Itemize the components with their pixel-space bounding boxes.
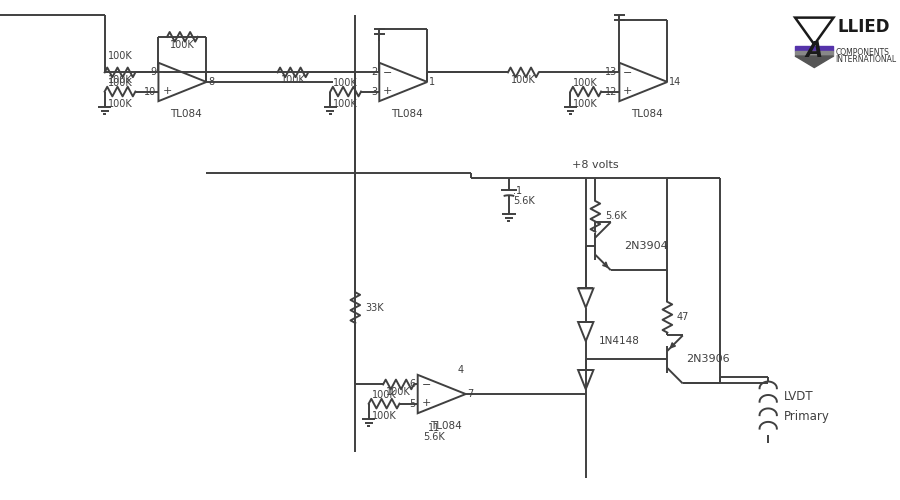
Bar [795,51,833,56]
Text: +: + [383,86,392,96]
Text: A: A [806,40,823,60]
Text: 100K: 100K [386,387,411,397]
Text: 1N4148: 1N4148 [599,336,640,346]
Text: 2: 2 [371,68,377,78]
Text: COMPONENTS: COMPONENTS [835,48,889,56]
Text: 11: 11 [428,423,440,433]
Text: 100K: 100K [281,75,305,85]
Text: +8 volts: +8 volts [572,160,618,170]
Text: +: + [421,398,431,407]
Text: 6: 6 [410,380,416,390]
Text: 1: 1 [429,77,436,87]
Text: 100K: 100K [573,78,598,88]
Text: Primary: Primary [784,410,830,422]
Text: 5.6K: 5.6K [513,196,535,206]
Text: 12: 12 [605,86,617,97]
Text: 4: 4 [458,365,464,375]
Polygon shape [795,56,833,68]
Text: 100K: 100K [108,75,132,85]
Text: 100K: 100K [170,40,194,50]
Text: 100K: 100K [511,75,536,85]
Bar [795,46,833,51]
Text: 100K: 100K [573,99,598,109]
Text: 33K: 33K [364,302,383,312]
Text: 100K: 100K [333,99,358,109]
Text: LVDT: LVDT [784,390,814,404]
Text: 5.6K: 5.6K [605,212,626,222]
Text: 10: 10 [144,86,157,97]
Text: 8: 8 [209,77,214,87]
Text: 3: 3 [372,86,377,97]
Text: 100K: 100K [108,51,132,61]
Polygon shape [795,18,833,44]
Text: +: + [623,86,633,96]
Text: 100K: 100K [333,78,358,88]
Text: 5.6K: 5.6K [423,432,445,442]
Text: 100K: 100K [108,99,132,109]
Text: 13: 13 [605,68,617,78]
Text: 2N3904: 2N3904 [625,241,668,251]
Text: −: − [421,380,431,390]
Text: 100K: 100K [372,411,397,421]
Text: −: − [383,68,392,78]
Text: .1: .1 [513,186,522,196]
Text: 100K: 100K [108,78,132,88]
Text: TL084: TL084 [429,421,462,431]
Text: 2N3906: 2N3906 [687,354,730,364]
Text: LLIED: LLIED [837,18,890,36]
Text: −: − [623,68,633,78]
Text: +: + [162,86,172,96]
Text: TL084: TL084 [631,109,663,119]
Text: 7: 7 [468,389,474,399]
Text: 14: 14 [670,77,681,87]
Text: 5: 5 [410,398,416,408]
Text: −: − [162,68,172,78]
Text: 100K: 100K [372,390,397,400]
Text: TL084: TL084 [392,109,423,119]
Text: INTERNATIONAL: INTERNATIONAL [835,56,896,64]
Text: 47: 47 [677,312,689,322]
Text: 9: 9 [150,68,157,78]
Text: TL084: TL084 [170,109,202,119]
